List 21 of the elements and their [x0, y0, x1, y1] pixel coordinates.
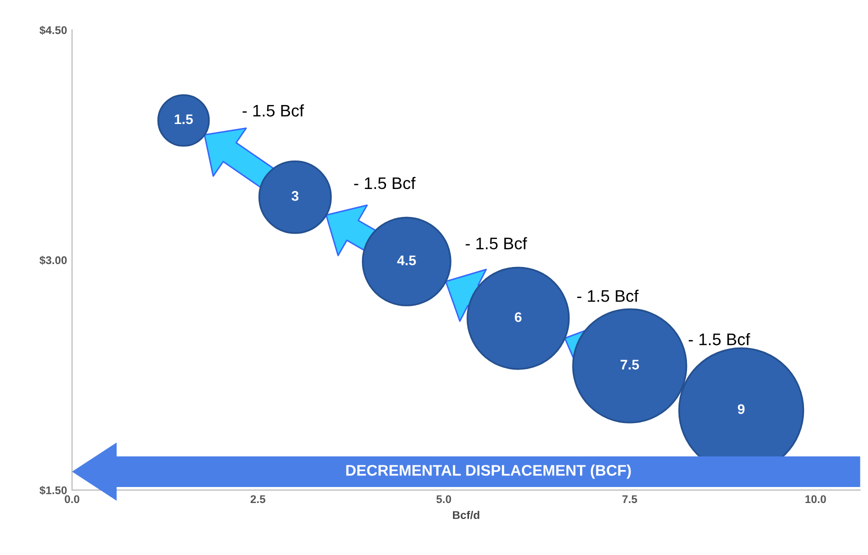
- annotation: 4.5: [397, 256, 416, 266]
- annotation: 3: [292, 191, 298, 201]
- x-tick-label: 2.5: [250, 495, 266, 504]
- annotation: 1.5: [174, 114, 193, 124]
- x-axis-title: Bcf/d: [452, 510, 480, 520]
- annotation: 6: [514, 312, 522, 322]
- y-tick-label: $3.00: [40, 256, 67, 265]
- annotation: - 1.5 Bcf: [354, 176, 416, 190]
- x-tick-label: 10.0: [805, 495, 826, 504]
- annotation: 9: [738, 404, 745, 414]
- y-tick-label: $4.50: [40, 26, 67, 35]
- x-tick-label: 5.0: [436, 495, 452, 504]
- annotation: - 1.5 Bcf: [466, 237, 528, 250]
- annotation: - 1.5 Bcf: [577, 290, 639, 302]
- x-tick-label: 7.5: [622, 495, 638, 504]
- annotation: - 1.5 Bcf: [688, 333, 750, 346]
- annotation: - 1.5 Bcf: [242, 104, 304, 117]
- x-tick-label: 0.0: [64, 495, 80, 504]
- y-tick-label: $1.50: [40, 486, 67, 495]
- annotation: DECREMENTAL DISPLACEMENT (BCF): [346, 464, 631, 479]
- annotation: 7.5: [620, 360, 639, 370]
